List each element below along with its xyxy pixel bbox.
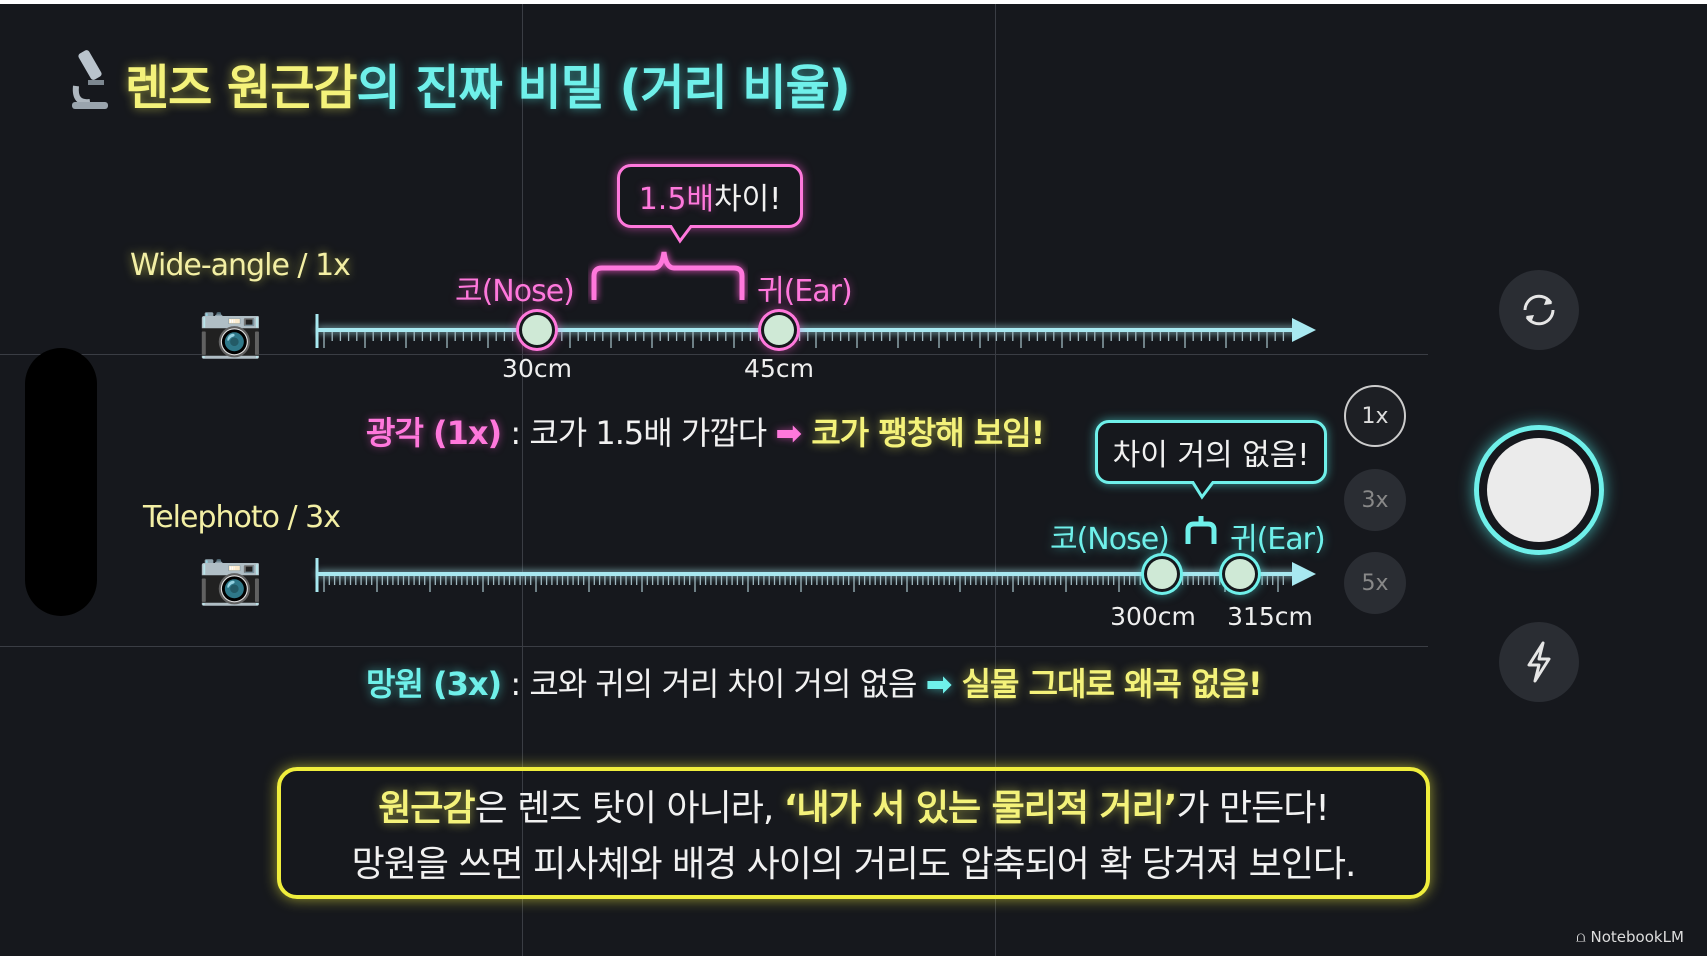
tele-distance-axis — [315, 558, 1316, 592]
nose-distance: 300cm — [1110, 602, 1196, 631]
zoom-1x-button[interactable]: 1x — [1344, 385, 1406, 447]
ear-distance: 315cm — [1227, 602, 1313, 631]
tele-summary: 망원 (3x) : 코와 귀의 거리 차이 거의 없음 ➡ 실물 그대로 왜곡 … — [366, 659, 1263, 705]
wide-angle-label: Wide-angle / 1x — [130, 248, 351, 283]
brace-icon — [591, 251, 745, 300]
wide-summary-middle: : 코가 1.5배 가깝다 — [501, 414, 776, 452]
conclusion-line-1: 원근감은 렌즈 탓이 아니라, ‘내가 서 있는 물리적 거리’가 만든다! — [378, 779, 1330, 831]
arrow-right-icon: ➡ — [775, 414, 802, 452]
notebooklm-logo-icon: ⩍ — [1576, 928, 1591, 946]
grid-line — [995, 4, 996, 956]
zoom-5x-button[interactable]: 5x — [1344, 552, 1406, 614]
nose-marker — [1147, 559, 1177, 589]
wide-summary-prefix: 광각 (1x) — [366, 414, 502, 452]
wide-distance-axis — [315, 314, 1316, 348]
rotate-camera-icon — [1523, 294, 1555, 326]
page-title: 렌즈 원근감의 진짜 비밀 (거리 비율) — [125, 48, 851, 118]
tele-summary-middle: : 코와 귀의 거리 차이 거의 없음 — [501, 665, 926, 703]
axis-arrowhead — [1292, 318, 1316, 342]
zoom-label: 3x — [1361, 487, 1389, 513]
tele-summary-prefix: 망원 (3x) — [366, 665, 502, 703]
nose-label: 코(Nose) — [455, 274, 575, 309]
ratio-bubble: 1.5배 차이! — [617, 164, 803, 228]
zoom-label: 5x — [1361, 570, 1389, 596]
wide-summary: 광각 (1x) : 코가 1.5배 가깝다 ➡ 코가 팽창해 보임! — [366, 408, 1045, 454]
side-pill — [25, 348, 97, 616]
conclusion-box: 원근감은 렌즈 탓이 아니라, ‘내가 서 있는 물리적 거리’가 만든다! 망… — [277, 767, 1430, 899]
title-highlight: 렌즈 원근감 — [125, 60, 358, 116]
grid-line — [522, 4, 523, 956]
ear-marker — [1225, 559, 1255, 589]
conclusion-line-2: 망원을 쓰면 피사체와 배경 사이의 거리도 압축되어 확 당겨져 보인다. — [351, 844, 1357, 885]
camera-icon: 📷 — [198, 301, 263, 361]
camera-icon: 📷 — [198, 548, 263, 608]
conclusion-text: 가 만든다! — [1176, 788, 1329, 829]
zoom-3x-button[interactable]: 3x — [1344, 469, 1406, 531]
conclusion-text: 은 렌즈 탓이 아니라, — [474, 788, 784, 829]
bubble-tail — [1192, 481, 1216, 500]
axis-arrowhead — [1292, 562, 1316, 586]
conclusion-highlight: 원근감 — [378, 788, 475, 829]
flash-icon — [1527, 641, 1551, 683]
telephoto-label: Telephoto / 3x — [143, 500, 341, 535]
shutter-inner — [1487, 438, 1591, 542]
ear-distance: 45cm — [744, 354, 814, 383]
grid-line — [0, 646, 1428, 647]
watermark: ⩍ NotebookLM — [1576, 928, 1684, 946]
nose-distance: 30cm — [502, 354, 572, 383]
bubble-text: 차이 거의 없음! — [1112, 438, 1310, 473]
difference-bubble: 차이 거의 없음! — [1095, 420, 1327, 484]
flash-button[interactable] — [1499, 622, 1579, 702]
ear-marker — [764, 315, 794, 345]
bubble-tail — [670, 225, 694, 244]
zoom-label: 1x — [1361, 403, 1389, 429]
ear-label: 귀(Ear) — [1230, 522, 1326, 557]
conclusion-quote: ‘내가 서 있는 물리적 거리’ — [783, 788, 1178, 829]
shutter-button[interactable] — [1474, 425, 1604, 555]
rotate-camera-button[interactable] — [1499, 270, 1579, 350]
small-bracket-icon — [1185, 516, 1217, 544]
bubble-number: 1.5배 — [638, 182, 715, 217]
nose-marker — [522, 315, 552, 345]
nose-label: 코(Nose) — [1050, 522, 1170, 557]
watermark-text: NotebookLM — [1590, 928, 1684, 946]
bubble-text: 차이! — [714, 182, 782, 217]
tele-summary-result: 실물 그대로 왜곡 없음! — [961, 665, 1263, 703]
wide-summary-result: 코가 팽창해 보임! — [811, 414, 1045, 452]
camera-screen: 렌즈 원근감의 진짜 비밀 (거리 비율) Wide-angle / 1x 📷 … — [0, 4, 1707, 956]
microscope-icon — [72, 50, 108, 109]
title-rest: 의 진짜 비밀 (거리 비율) — [356, 60, 851, 116]
grid-line — [0, 354, 1428, 355]
arrow-right-icon: ➡ — [925, 665, 953, 703]
ear-label: 귀(Ear) — [757, 274, 853, 309]
